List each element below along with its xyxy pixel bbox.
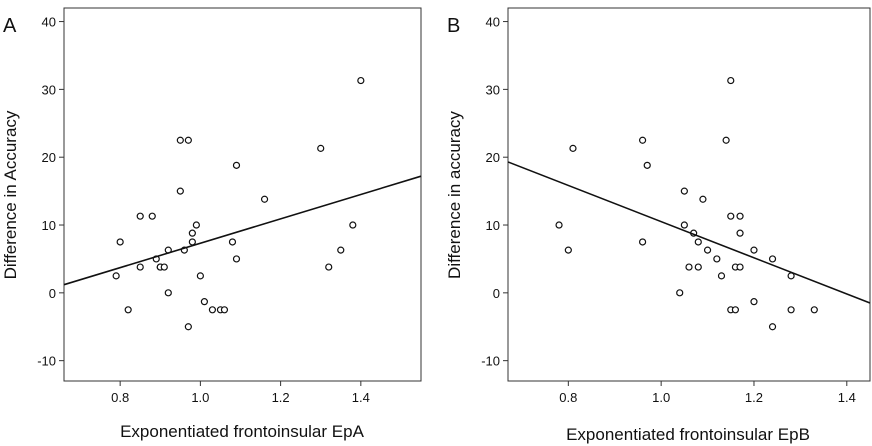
panel-a-data-point xyxy=(220,306,229,314)
panel-a-data-point xyxy=(176,187,184,195)
panel-a-data-point xyxy=(337,246,345,254)
panel-a-y-tick-label: 30 xyxy=(42,82,56,97)
panel-a-data-point xyxy=(349,221,357,229)
panel-a-x-axis-title: Exponentiated frontoinsular EpA xyxy=(120,422,364,441)
panel-a-data-point xyxy=(357,76,365,85)
panel-b-data-point xyxy=(717,272,726,280)
panel-b-data-point xyxy=(768,255,777,263)
panel-b-data-point xyxy=(643,161,651,169)
panel-a-data-point xyxy=(116,238,124,246)
panel-a-fit xyxy=(63,175,422,286)
panel-b: B Exponentiated frontoinsular EpB Differ… xyxy=(445,7,871,444)
panel-a-data-point xyxy=(325,263,333,271)
panel-b-data-point xyxy=(676,289,684,297)
panel-a-data-point xyxy=(160,263,168,271)
panel-a-y-tick-label: 40 xyxy=(42,15,56,30)
panel-a-data-point xyxy=(228,238,237,246)
panel-b-data-point xyxy=(699,195,707,203)
panel-b-data-point xyxy=(727,76,735,85)
panel-b-data-point xyxy=(750,246,758,254)
panel-a-data-point xyxy=(200,298,208,306)
panel-a-data-point xyxy=(184,136,192,144)
panel-a-y-axis-title: Difference in Accuracy xyxy=(1,110,20,279)
panel-a-regression-line xyxy=(63,175,422,286)
panel-b-data-point xyxy=(787,306,795,314)
panel-a-data-point xyxy=(188,238,196,246)
panel-a: A Exponentiated frontoinsular EpA Differ… xyxy=(1,7,422,441)
panel-b-data-point xyxy=(564,246,572,254)
panel-b-label: B xyxy=(447,15,460,37)
panel-b-y-tick-label: 40 xyxy=(486,15,500,30)
panel-b-data-point xyxy=(768,323,777,331)
panel-a-data-point xyxy=(112,272,120,280)
panel-a-data-point xyxy=(124,306,132,314)
panel-a-data-point xyxy=(176,136,184,144)
panel-b-data-point xyxy=(810,306,818,314)
panel-a-y-tick-label: 20 xyxy=(42,150,56,165)
panel-b-data-point xyxy=(703,246,712,254)
panel-a-x-tick-label: 1.0 xyxy=(191,390,209,405)
panel-a-label: A xyxy=(3,15,17,37)
panel-b-data-point xyxy=(736,263,744,271)
panel-b-data-point xyxy=(722,136,730,144)
panel-b-x-tick-label: 1.4 xyxy=(838,390,856,405)
panel-b-data-point xyxy=(680,187,688,195)
panel-b-x-axis-title: Exponentiated frontoinsular EpB xyxy=(566,425,810,444)
panel-b-data-point xyxy=(638,238,647,246)
panel-a-data-point xyxy=(164,289,172,297)
panel-a-data-point xyxy=(317,144,325,152)
panel-a-data-point xyxy=(260,195,269,203)
panel-b-data-point xyxy=(694,263,702,271)
panel-a-data-point xyxy=(192,221,200,229)
panel-a-y-ticks: -10 0 10 20 30 40 xyxy=(37,15,64,369)
panel-b-fit xyxy=(507,161,871,304)
panel-a-data-point xyxy=(136,263,144,271)
panel-a-x-tick-label: 1.2 xyxy=(272,390,290,405)
panel-b-x-tick-label: 0.8 xyxy=(559,390,577,405)
panel-a-data-point xyxy=(232,255,241,263)
panel-b-data-point xyxy=(727,212,735,220)
panel-b-data-point xyxy=(680,221,688,229)
panel-a-points xyxy=(112,76,365,331)
panel-b-y-tick-label: 20 xyxy=(486,150,500,165)
panel-a-plot-frame xyxy=(63,7,422,382)
panel-b-y-ticks: -10 0 10 20 30 40 xyxy=(481,15,508,369)
panel-a-data-point xyxy=(208,306,217,314)
panel-b-data-point xyxy=(694,238,702,246)
panel-b-x-tick-label: 1.0 xyxy=(652,390,670,405)
panel-a-y-tick-label: 10 xyxy=(42,218,56,233)
panel-a-x-ticks: 0.8 1.0 1.2 1.4 xyxy=(111,381,370,405)
panel-b-y-axis-title: Difference in accuracy xyxy=(445,111,464,279)
panel-b-x-ticks: 0.8 1.0 1.2 1.4 xyxy=(559,381,856,405)
panel-b-data-point xyxy=(736,229,744,237)
panel-b-data-point xyxy=(736,212,744,220)
panel-a-data-point xyxy=(232,161,241,169)
panel-b-data-point xyxy=(638,136,647,144)
panel-b-data-point xyxy=(731,306,740,314)
panel-b-x-tick-label: 1.2 xyxy=(745,390,763,405)
panel-a-data-point xyxy=(148,212,156,220)
panel-b-points xyxy=(555,76,818,331)
panel-a-x-tick-label: 1.4 xyxy=(352,390,370,405)
panel-a-data-point xyxy=(184,323,192,331)
panel-b-data-point xyxy=(569,144,577,152)
panel-b-data-point xyxy=(713,255,721,263)
panel-b-y-tick-label: 10 xyxy=(486,218,500,233)
panel-a-x-tick-label: 0.8 xyxy=(111,390,129,405)
panel-b-y-tick-label: -10 xyxy=(481,354,500,369)
panel-b-data-point xyxy=(750,298,758,306)
panel-a-data-point xyxy=(188,229,196,237)
panel-b-y-tick-label: 30 xyxy=(486,82,500,97)
panel-b-regression-line xyxy=(507,161,871,304)
panel-b-plot-frame xyxy=(507,7,871,382)
panel-a-data-point xyxy=(196,272,204,280)
panel-b-data-point xyxy=(555,221,563,229)
panel-b-y-tick-label: 0 xyxy=(493,286,500,301)
panel-a-data-point xyxy=(136,212,144,220)
panel-b-data-point xyxy=(685,263,693,271)
panel-a-y-tick-label: -10 xyxy=(37,354,56,369)
panel-a-y-tick-label: 0 xyxy=(49,286,56,301)
